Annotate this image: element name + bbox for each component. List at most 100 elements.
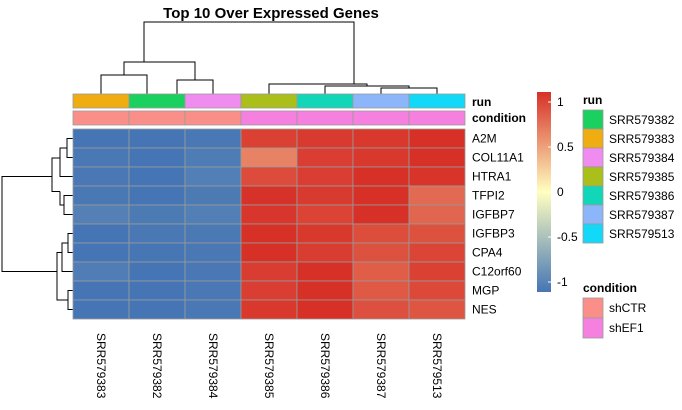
dendrogram-branch: [268, 83, 368, 94]
heatmap-cell: [352, 242, 410, 263]
color-scale-tick-label: 0: [557, 185, 564, 199]
run-legend-label: SRR579387: [609, 208, 675, 222]
heatmap-cell: [184, 204, 242, 225]
heatmap-cell: [240, 185, 298, 206]
heatmap-cell: [296, 147, 354, 168]
dendrogram-branch: [56, 252, 68, 301]
condition-legend-label: shEF1: [609, 321, 644, 335]
run-annotation-cell: [240, 93, 298, 109]
heatmap-cell: [240, 223, 298, 244]
run-legend-title: run: [583, 93, 602, 107]
row-label: CPA4: [472, 246, 503, 260]
heatmap-cell: [296, 166, 354, 187]
run-legend-swatch: [582, 223, 604, 244]
condition-legend-swatch: [582, 317, 604, 339]
heatmap-cell: [296, 204, 354, 225]
heatmap-cell: [408, 147, 466, 168]
run-annotation-cell: [352, 93, 410, 109]
heatmap-cell: [184, 128, 242, 149]
dendrogram-branch: [100, 74, 148, 94]
row-label: IGFBP7: [472, 208, 515, 222]
row-label: COL11A1: [472, 151, 524, 165]
condition-annotation-cell: [296, 110, 354, 126]
dendrogram-branch: [67, 290, 73, 310]
run-legend-label: SRR579386: [609, 189, 675, 203]
row-label: IGFBP3: [472, 227, 515, 241]
heatmap-cell: [408, 223, 466, 244]
run-legend-label: SRR579383: [609, 132, 675, 146]
row-label: MGP: [472, 284, 499, 298]
heatmap-cell: [72, 242, 130, 263]
heatmap-cell: [352, 299, 410, 320]
condition-annotation-cell: [352, 110, 410, 126]
dendrogram-branch: [51, 157, 60, 192]
row-label: NES: [472, 303, 497, 317]
run-legend-label: SRR579382: [609, 113, 675, 127]
heatmap-cell: [296, 280, 354, 301]
color-scale-bar: [537, 92, 551, 292]
heatmap-cells: [72, 128, 466, 320]
heatmap-cell: [240, 204, 298, 225]
heatmap-cell: [184, 280, 242, 301]
heatmap-cell: [296, 299, 354, 320]
condition-annotation-label: condition: [472, 111, 526, 125]
row-label: TFPI2: [472, 189, 505, 203]
chart-title: Top 10 Over Expressed Genes: [163, 5, 379, 22]
color-scale-tick-label: -0.5: [557, 230, 578, 244]
heatmap-cell: [408, 128, 466, 149]
heatmap-cell: [128, 185, 186, 206]
condition-annotation-bar: [72, 110, 466, 126]
heatmap-cell: [352, 280, 410, 301]
heatmap-cell: [128, 147, 186, 168]
heatmap-cell: [72, 223, 130, 244]
heatmap-cell: [240, 147, 298, 168]
dendrogram-branch: [63, 195, 73, 215]
dendrogram-branch: [59, 191, 64, 206]
run-legend-label: SRR579384: [609, 151, 675, 165]
dendrogram-branch: [324, 85, 410, 94]
dendrogram-branch: [176, 79, 214, 94]
heatmap-cell: [408, 242, 466, 263]
condition-legend-swatch: [582, 297, 604, 319]
heatmap-cell: [72, 185, 130, 206]
heatmap-cell: [128, 242, 186, 263]
dendrogram-branch: [123, 61, 196, 80]
row-label: C12orf60: [472, 265, 522, 279]
run-annotation-cell: [128, 93, 186, 109]
heatmap-cell: [72, 299, 130, 320]
dendrogram-branch: [1, 176, 57, 272]
dendrogram-branch: [67, 233, 73, 253]
heatmap-cell: [408, 261, 466, 282]
color-scale-tick-label: -1: [557, 275, 568, 289]
run-legend-swatch: [582, 109, 604, 130]
heatmap-cell: [408, 204, 466, 225]
condition-annotation-cell: [72, 110, 130, 126]
heatmap-cell: [72, 147, 130, 168]
heatmap-cell: [352, 261, 410, 282]
column-label: SRR579383: [94, 333, 108, 399]
condition-legend-title: condition: [583, 281, 637, 295]
row-dendrogram: [1, 138, 73, 310]
column-label: SRR579384: [206, 333, 220, 399]
heatmap-cell: [296, 128, 354, 149]
column-label: SRR579385: [262, 333, 276, 399]
heatmap-cell: [240, 242, 298, 263]
heatmap-cell: [352, 204, 410, 225]
heatmap-cell: [184, 166, 242, 187]
heatmap-cell: [184, 147, 242, 168]
heatmap-cell: [296, 261, 354, 282]
dendrogram-branch: [59, 147, 73, 177]
heatmap-cell: [296, 223, 354, 244]
heatmap-cell: [408, 280, 466, 301]
run-legend-label: SRR579513: [609, 227, 675, 241]
heatmap-cell: [240, 166, 298, 187]
heatmap-cell: [128, 128, 186, 149]
condition-annotation-cell: [408, 110, 466, 126]
heatmap-cell: [128, 280, 186, 301]
row-label: HTRA1: [472, 170, 512, 184]
heatmap-cell: [240, 299, 298, 320]
column-labels: SRR579383 SRR579382 SRR579384 SRR579385 SRR5…: [94, 333, 444, 399]
run-legend-swatch: [582, 185, 604, 206]
heatmap-cell: [352, 147, 410, 168]
condition-annotation-cell: [128, 110, 186, 126]
